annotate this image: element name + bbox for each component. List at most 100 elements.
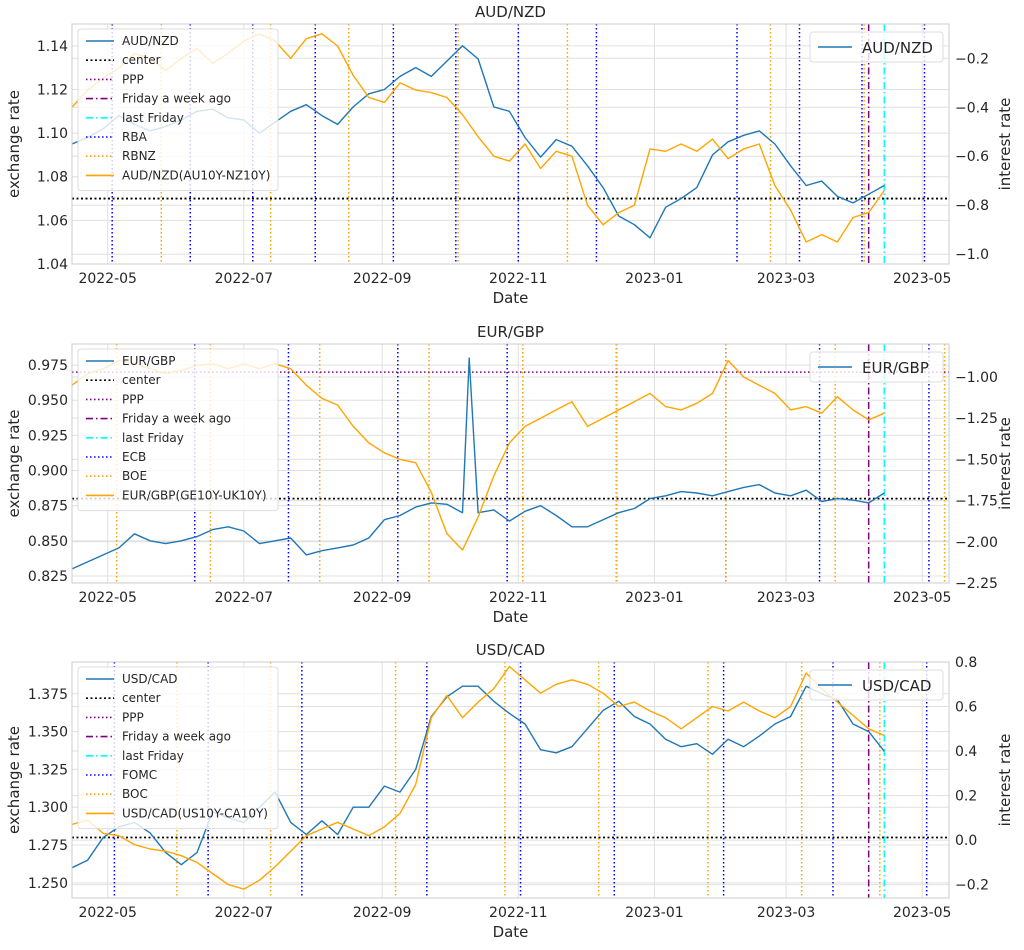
y2-tick-label: −0.2 [955,51,989,67]
legend-secondary: AUD/NZD [809,31,944,63]
x-tick-label: 2023-05 [893,590,952,606]
legend-label: AUD/NZD [122,34,179,48]
y2-tick-label: −1.0 [955,247,989,263]
x-tick-label: 2022-05 [78,905,137,921]
y2-tick-label: −0.6 [955,149,989,165]
y2-tick-label: 0.8 [955,655,977,671]
legend-label: ECB [122,450,146,464]
y2-tick-label: −2.25 [955,576,998,592]
y2-tick-label: −0.4 [955,100,989,116]
y2-tick-label: −1.75 [955,494,998,510]
y2-tick-label: −1.50 [955,452,998,468]
y-tick-label: 1.14 [37,39,68,55]
y2-tick-label: 0.0 [955,833,977,849]
y2-axis-label: interest rate [996,734,1014,827]
x-tick-label: 2022-07 [215,905,274,921]
exchange-rate-series-line [72,357,885,570]
legend-box [809,31,944,63]
y2-axis-label: interest rate [996,417,1014,510]
x-tick-label: 2023-03 [757,271,816,287]
legend-label: FOMC [122,768,157,782]
legend-label: BOE [122,469,147,483]
y-tick-label: 1.275 [28,838,68,854]
x-tick-label: 2022-09 [353,590,412,606]
y-tick-label: 1.04 [37,257,68,273]
legend-label: Friday a week ago [122,412,231,426]
x-tick-label: 2023-03 [757,590,816,606]
y-tick-label: 0.900 [28,464,68,480]
legend-label: center [122,691,161,705]
x-tick-label: 2022-05 [78,590,137,606]
y-tick-label: 0.875 [28,499,68,515]
legend-main: USD/CAD center PPP Friday a week ago last Fr… [77,666,279,830]
y2-tick-label: 0.4 [955,744,977,760]
y-tick-label: 1.06 [37,213,68,229]
x-axis-label: Date [493,923,529,941]
legend-label: RBNZ [122,149,156,163]
legend-label: AUD/NZD(AU10Y-NZ10Y) [122,168,270,182]
y-tick-label: 1.325 [28,762,68,778]
y2-tick-label: −1.25 [955,411,998,427]
chart-panel-eur-gbp: 2022-05 2022-07 2022-09 2022-11 2023-01 2023-… [5,323,1014,626]
y-tick-label: 1.10 [37,126,68,142]
y2-tick-label: −2.00 [955,535,998,551]
legend-label: center [122,373,161,387]
x-tick-label: 2023-01 [625,905,684,921]
interest-spread-series-line [72,665,885,890]
legend-box [77,28,279,192]
legend-label: USD/CAD(US10Y-CA10Y) [122,806,268,820]
legend-label: PPP [122,72,144,86]
legend-box [77,666,279,830]
legend-box [77,348,279,512]
legend-main: AUD/NZD center PPP Friday a week ago last Fr… [77,28,279,192]
y2-tick-label: 0.6 [955,700,977,716]
legend-main: EUR/GBP center PPP Friday a week ago last Fr… [77,348,279,512]
legend-label: PPP [122,710,144,724]
y-tick-label: 1.350 [28,725,68,741]
x-axis-label: Date [493,289,529,307]
legend-label: center [122,53,161,67]
legend-label: USD/CAD [122,672,178,686]
legend-label: USD/CAD [862,677,931,695]
legend-secondary: EUR/GBP [809,351,944,383]
plot-frame [71,23,950,265]
x-tick-label: 2023-03 [757,905,816,921]
y-axis-label: exchange rate [5,90,23,198]
legend-secondary: USD/CAD [809,669,944,701]
x-tick-label: 2022-07 [215,590,274,606]
legend-label: EUR/GBP [862,359,929,377]
legend-label: last Friday [122,431,184,445]
plot-frame [71,343,950,584]
x-tick-label: 2023-05 [893,271,952,287]
x-tick-label: 2023-01 [625,271,684,287]
plot-lines [72,662,949,898]
legend-label: Friday a week ago [122,92,231,106]
y-tick-label: 0.850 [28,534,68,550]
y-tick-label: 0.950 [28,393,68,409]
legend-label: AUD/NZD [862,39,933,57]
y2-tick-label: −0.8 [955,198,989,214]
legend-label: Friday a week ago [122,730,231,744]
y2-tick-label: 0.2 [955,789,977,805]
x-tick-label: 2022-11 [489,271,548,287]
x-axis-label: Date [493,608,529,626]
x-tick-label: 2022-11 [489,590,548,606]
legend-box [809,669,944,701]
chart-panel-usd-cad: 2022-05 2022-07 2022-09 2022-11 2023-01 2023-… [5,641,1014,941]
y-axis-label: exchange rate [5,409,23,517]
x-tick-label: 2022-11 [489,905,548,921]
y2-tick-label: −0.2 [955,878,989,894]
x-tick-label: 2022-09 [353,905,412,921]
y-axis-label: exchange rate [5,726,23,834]
x-tick-label: 2022-07 [215,271,274,287]
y-tick-label: 1.250 [28,876,68,892]
chart-title: USD/CAD [476,641,545,659]
x-tick-label: 2022-05 [78,271,137,287]
y-tick-label: 1.375 [28,687,68,703]
legend-box [809,351,944,383]
y-tick-label: 1.300 [28,800,68,816]
legend-label: last Friday [122,749,184,763]
legend-label: EUR/GBP(GE10Y-UK10Y) [122,488,267,502]
y2-axis-label: interest rate [996,98,1014,191]
legend-label: EUR/GBP [122,354,176,368]
